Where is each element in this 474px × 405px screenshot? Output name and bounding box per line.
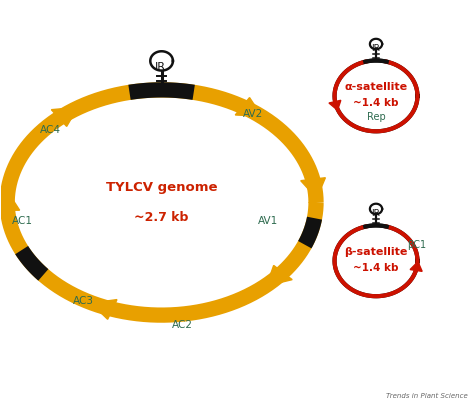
Text: AC3: AC3 [73,296,94,306]
Text: AC1: AC1 [12,215,33,226]
Text: AC2: AC2 [173,320,193,330]
Text: βC1: βC1 [407,240,426,250]
Text: ~2.7 kb: ~2.7 kb [135,211,189,224]
Polygon shape [410,262,422,271]
Polygon shape [235,98,262,116]
Text: IR: IR [372,209,381,218]
Text: β-satellite: β-satellite [344,247,408,257]
Text: AV1: AV1 [257,215,278,226]
Text: Rep: Rep [366,112,385,122]
Text: ~1.4 kb: ~1.4 kb [353,263,399,273]
Text: α-satellite: α-satellite [345,82,408,92]
Polygon shape [0,191,19,210]
Text: ~1.4 kb: ~1.4 kb [353,98,399,108]
Polygon shape [301,178,325,198]
Text: AC4: AC4 [40,125,61,135]
Polygon shape [329,100,341,110]
Text: AV2: AV2 [243,109,264,119]
Text: IR: IR [372,44,381,53]
Polygon shape [51,107,78,126]
Text: IR: IR [155,62,166,72]
Polygon shape [266,265,292,286]
Text: TYLCV genome: TYLCV genome [106,181,218,194]
Text: Trends in Plant Science: Trends in Plant Science [386,393,468,399]
Polygon shape [91,300,117,319]
